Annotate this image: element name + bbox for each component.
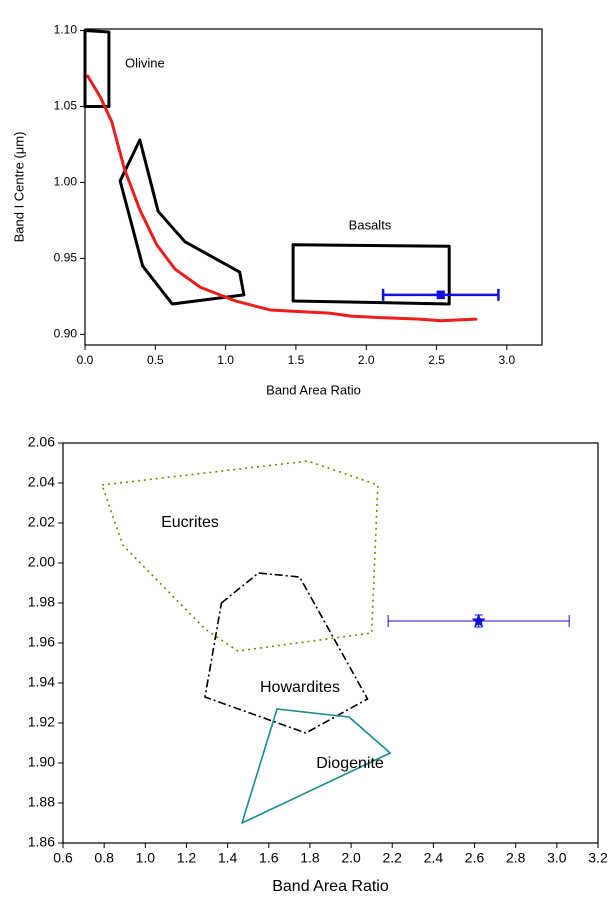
- y-tick-label: 1.86: [28, 834, 55, 850]
- plot-frame: [84, 28, 543, 346]
- y-axis-label: Band I Centre (μm): [11, 132, 26, 243]
- region-label: Basalts: [349, 217, 392, 232]
- data-point: [471, 613, 486, 628]
- y-tick-label: 0.95: [54, 251, 78, 265]
- y-tick-label: 2.04: [28, 474, 55, 490]
- x-tick-label: 1.2: [177, 850, 197, 866]
- x-tick-label: 3.2: [588, 850, 608, 866]
- region-outline: [241, 708, 391, 824]
- y-tick-label: 2.06: [28, 434, 55, 450]
- x-tick-label: 0.6: [53, 850, 73, 866]
- x-tick-label: 3.0: [547, 850, 567, 866]
- x-tick-label: 2.0: [341, 850, 361, 866]
- y-tick-label: 1.05: [54, 99, 78, 113]
- x-tick-label: 2.8: [506, 850, 526, 866]
- y-tick-label: 1.00: [54, 175, 78, 189]
- x-tick-label: 2.0: [358, 353, 375, 367]
- x-tick-label: 2.4: [424, 850, 444, 866]
- region-label: Olivine: [125, 55, 165, 70]
- y-tick-label: 2.02: [28, 514, 55, 530]
- region-label: Howardites: [260, 679, 340, 696]
- x-tick-label: 3.0: [499, 353, 516, 367]
- y-tick-label: 1.90: [28, 754, 55, 770]
- x-tick-label: 0.5: [147, 353, 164, 367]
- x-tick-label: 1.8: [300, 850, 320, 866]
- x-tick-label: 1.6: [259, 850, 279, 866]
- y-tick-label: 1.94: [28, 674, 55, 690]
- x-tick-label: 2.6: [465, 850, 485, 866]
- trend-line: [86, 74, 478, 323]
- y-tick-label: 0.90: [54, 327, 78, 341]
- y-tick-label: 2.00: [28, 554, 55, 570]
- y-tick-label: 1.10: [54, 23, 78, 37]
- x-tick-label: 2.2: [382, 850, 402, 866]
- x-axis-label: Band Area Ratio: [272, 878, 389, 895]
- x-tick-label: 1.4: [218, 850, 238, 866]
- region-outline: [204, 572, 369, 734]
- x-tick-label: 0.0: [77, 353, 94, 367]
- y-tick-label: 1.92: [28, 714, 55, 730]
- x-tick-label: 1.0: [136, 850, 156, 866]
- plot-frame: [62, 442, 599, 844]
- region-outline: [83, 29, 111, 108]
- region-label: Diogenite: [316, 755, 384, 772]
- x-tick-label: 0.8: [94, 850, 114, 866]
- region-label: Eucrites: [161, 514, 219, 531]
- x-tick-label: 1.0: [217, 353, 234, 367]
- data-point: [436, 290, 445, 299]
- y-tick-label: 1.96: [28, 634, 55, 650]
- region-outline: [118, 138, 246, 306]
- region-outline: [291, 243, 451, 306]
- x-axis-label: Band Area Ratio: [266, 382, 361, 397]
- y-tick-label: 1.88: [28, 794, 55, 810]
- y-tick-label: 1.98: [28, 594, 55, 610]
- x-tick-label: 2.5: [428, 353, 445, 367]
- region-outline: [101, 460, 379, 652]
- x-tick-label: 1.5: [288, 353, 305, 367]
